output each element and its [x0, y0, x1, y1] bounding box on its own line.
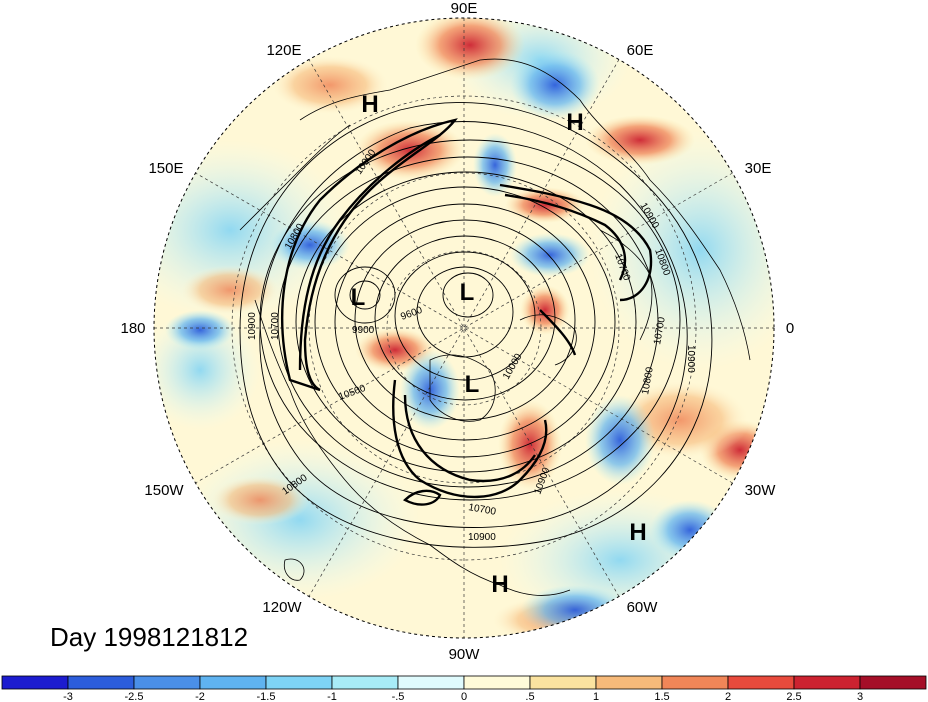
- contour-label: 10700: [652, 316, 668, 346]
- colorbar-box: [529, 675, 597, 690]
- colorbar-tick-label: 1: [593, 691, 599, 702]
- lon-label-120w: 120W: [262, 599, 302, 616]
- high-center: H: [491, 571, 508, 598]
- low-center: L: [351, 284, 366, 311]
- lon-label-150e: 150E: [148, 160, 183, 177]
- lon-label-60w: 60W: [627, 599, 659, 616]
- colorbar-box: [67, 675, 135, 690]
- lon-label-0: 0: [786, 320, 794, 337]
- high-center: H: [629, 519, 646, 546]
- lon-label-120e: 120E: [266, 42, 301, 59]
- colorbar-box: [859, 675, 927, 690]
- colorbar-box: [265, 675, 333, 690]
- contour-label: 10700: [270, 312, 281, 340]
- pressure-centers: H H L L L H H: [351, 91, 647, 598]
- colorbar-tick-label: -1: [327, 691, 337, 702]
- contour-label: 10900: [247, 312, 258, 340]
- colorbar-box: [463, 675, 531, 690]
- low-center: L: [460, 279, 475, 306]
- coastlines: [239, 58, 751, 596]
- lon-label-30e: 30E: [745, 160, 772, 177]
- colorbar-box: [661, 675, 729, 690]
- lon-label-90e: 90E: [451, 0, 478, 17]
- colorbar-box: [727, 675, 795, 690]
- lon-label-60e: 60E: [627, 42, 654, 59]
- colorbar-box: [595, 675, 663, 690]
- low-center: L: [465, 371, 480, 398]
- contour-label: 9900: [352, 325, 375, 336]
- colorbar-tick-label: -1.5: [257, 691, 276, 702]
- high-center: H: [361, 91, 378, 118]
- lon-label-180: 180: [120, 320, 145, 337]
- contour-label: 10800: [640, 366, 656, 396]
- lon-label-90w: 90W: [449, 646, 481, 663]
- map-title: Day 1998121812: [50, 622, 248, 652]
- lon-label-150w: 150W: [144, 482, 184, 499]
- colorbar-tick-label: .5: [525, 691, 534, 702]
- anomaly-shading: [154, 18, 774, 638]
- colorbar-box: [331, 675, 399, 690]
- colorbar-tick-label: 2: [725, 691, 731, 702]
- colorbar-tick-label: 2.5: [786, 691, 801, 702]
- map-rim: [153, 17, 775, 639]
- colorbar-box: [133, 675, 201, 690]
- colorbar-tick-label: -2: [195, 691, 205, 702]
- colorbar-tick-label: 0: [461, 691, 467, 702]
- colorbar-tick-label: 3: [857, 691, 863, 702]
- colorbar-box: [793, 675, 861, 690]
- colorbar-tick-labels: -3 -2.5 -2 -1.5 -1 -.5 0 .5 1 1.5 2 2.5 3: [63, 691, 863, 702]
- colorbar-tick-label: 1.5: [654, 691, 669, 702]
- colorbar-tick-label: -.5: [392, 691, 405, 702]
- colorbar-tick-label: -3: [63, 691, 73, 702]
- height-contours: [239, 102, 713, 548]
- colorbar-boxes: [1, 675, 927, 690]
- longitude-labels: 90E 60E 30E 0 30W 60W 90W 120W 150W 180 …: [120, 0, 794, 663]
- contour-labels: 10900 10800 10900 10700 9900 9600 10500 …: [247, 147, 696, 543]
- colorbar-box: [1, 675, 69, 690]
- jet-streams: [281, 118, 653, 506]
- contour-label: 10900: [685, 345, 696, 373]
- colorbar-tick-label: -2.5: [125, 691, 144, 702]
- lon-label-30w: 30W: [745, 482, 777, 499]
- contour-label: 10700: [467, 502, 497, 518]
- contour-label: 10900: [468, 532, 496, 543]
- colorbar-box: [397, 675, 465, 690]
- high-center: H: [566, 109, 583, 136]
- colorbar-box: [199, 675, 267, 690]
- colorbar: -3 -2.5 -2 -1.5 -1 -.5 0 .5 1 1.5 2 2.5 3: [1, 675, 927, 702]
